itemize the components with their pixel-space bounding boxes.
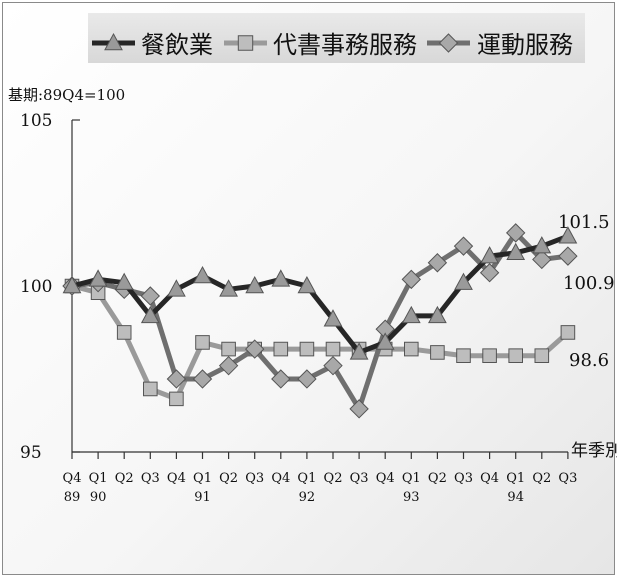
data-point — [428, 305, 447, 324]
data-point — [88, 269, 108, 287]
x-tick-label: Q1 — [193, 471, 212, 486]
series-1 — [64, 278, 576, 407]
x-tick-label: Q1 — [402, 471, 421, 486]
data-point — [401, 305, 421, 324]
data-point — [323, 355, 343, 376]
data-point — [480, 246, 499, 264]
data-point — [167, 279, 186, 297]
data-point — [140, 305, 160, 324]
legend-label-1: 代書事務服務 — [273, 31, 417, 59]
data-point — [532, 249, 552, 270]
data-point — [404, 341, 419, 357]
data-point — [273, 341, 289, 357]
x-tick-label: Q3 — [245, 471, 264, 486]
data-point — [479, 263, 500, 283]
legend-label-0: 餐飲業 — [141, 31, 213, 59]
legend-item-0: 餐飲業 — [92, 31, 213, 59]
x-tick-label: Q2 — [532, 471, 551, 486]
data-point — [482, 348, 497, 364]
x-tick-label: Q1 — [297, 471, 316, 486]
data-point — [195, 335, 210, 350]
x-tick-year-label: 94 — [507, 490, 524, 505]
data-point — [297, 275, 317, 294]
x-tick-label: Q2 — [324, 471, 343, 486]
x-tick-label: Q2 — [115, 471, 134, 486]
legend-item-2: 運動服務 — [427, 31, 573, 59]
data-point — [508, 348, 523, 364]
data-point — [299, 341, 315, 357]
legend-label-2: 運動服務 — [477, 31, 573, 59]
data-point — [532, 236, 552, 254]
data-point — [456, 348, 471, 364]
data-point — [271, 369, 291, 389]
data-point — [271, 269, 291, 287]
data-point — [192, 369, 213, 389]
x-tick-label: Q3 — [350, 471, 369, 486]
data-point — [166, 369, 187, 389]
data-point — [401, 269, 422, 290]
x-tick-label: Q4 — [167, 471, 186, 486]
y-tick-label: 100 — [20, 277, 52, 297]
data-point — [218, 355, 239, 376]
x-tick-label: Q2 — [219, 471, 238, 486]
data-point — [244, 339, 265, 359]
x-tick-label: Q4 — [63, 471, 82, 486]
legend-item-1: 代書事務服務 — [224, 31, 417, 59]
series-0 — [62, 226, 578, 360]
x-tick-year-label: 90 — [90, 490, 107, 505]
data-point — [143, 381, 158, 397]
x-tick-year-label: 89 — [64, 490, 81, 505]
end-label-series-1: 98.6 — [569, 350, 609, 371]
data-point — [534, 348, 550, 364]
x-tick-year-label: 93 — [403, 490, 420, 505]
x-ticks: Q4 89 Q1 90 Q2 Q3 Q4 Q1 91 Q2 Q3 Q4 Q1 92 Q2 Q3 Q4 Q1 93 Q2… — [63, 452, 577, 505]
data-point — [140, 286, 161, 306]
legend-box — [88, 13, 585, 63]
data-point — [558, 246, 578, 266]
x-tick-year-label: 92 — [299, 490, 316, 505]
y-tick-label: 95 — [20, 443, 42, 463]
chart-subtitle: 基期:89Q4=100 — [8, 86, 125, 104]
x-tick-label: Q3 — [454, 471, 473, 486]
data-point — [325, 341, 341, 357]
data-point — [116, 325, 132, 340]
data-point — [245, 275, 265, 294]
x-tick-label: Q3 — [141, 471, 160, 486]
data-point — [560, 325, 576, 340]
end-label-series-0: 101.5 — [558, 212, 610, 233]
data-point — [375, 332, 395, 350]
data-point — [193, 265, 212, 284]
data-point — [453, 236, 474, 256]
end-label-series-2: 100.9 — [563, 273, 615, 294]
x-tick-label: Q1 — [89, 471, 108, 486]
x-tick-label: Q4 — [271, 471, 290, 486]
data-point — [506, 242, 526, 261]
data-point — [219, 279, 238, 297]
data-point — [169, 391, 184, 407]
legend: 餐飲業 代書事務服務 運動服務 — [92, 31, 573, 59]
x-tick-label: Q4 — [480, 471, 499, 486]
data-point — [349, 342, 369, 360]
data-point — [221, 341, 236, 357]
x-tick-label: Q3 — [558, 471, 577, 486]
series-layer — [62, 223, 578, 419]
x-axis-label: 年季別 — [571, 441, 617, 461]
x-tick-label: Q1 — [506, 471, 525, 486]
data-point — [558, 226, 578, 244]
data-point — [323, 309, 343, 327]
data-point — [114, 272, 134, 290]
x-tick-label: Q4 — [376, 471, 395, 486]
data-point — [454, 272, 473, 290]
x-tick-year-label: 91 — [194, 490, 211, 505]
data-point — [427, 253, 448, 273]
data-point — [505, 223, 526, 243]
x-tick-label: Q2 — [428, 471, 447, 486]
data-point — [349, 399, 369, 419]
data-point — [430, 345, 445, 360]
y-tick-label: 105 — [20, 111, 52, 131]
data-point — [62, 275, 82, 294]
data-point — [297, 369, 317, 389]
